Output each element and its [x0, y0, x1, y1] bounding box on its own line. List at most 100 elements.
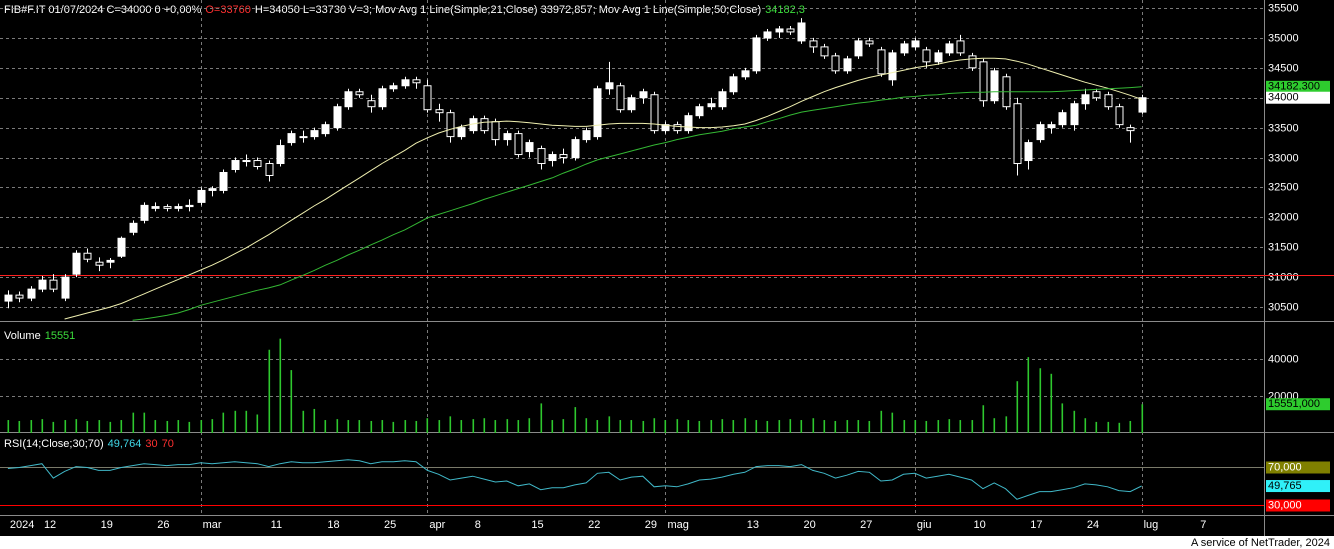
volume-bar [800, 420, 803, 433]
candle-body [1036, 124, 1045, 141]
x-tick-label: mar [203, 519, 222, 531]
candle-body [491, 121, 500, 141]
candle-body [15, 294, 24, 299]
candle-body [934, 52, 943, 63]
candle-body [197, 189, 206, 203]
volume-bar [302, 410, 305, 433]
volume-bar [188, 421, 191, 433]
volume-bar [517, 420, 520, 433]
candle-body [605, 82, 614, 90]
volume-bar [1118, 422, 1121, 433]
volume-bar [415, 420, 418, 433]
volume-bar [1107, 421, 1110, 433]
volume-bar [687, 420, 690, 433]
candle-body [1070, 103, 1079, 126]
header-part: 34182,3 [765, 4, 805, 16]
candle-body [287, 133, 296, 144]
candle-body [140, 204, 149, 221]
x-tick-label: 11 [271, 519, 282, 531]
candle-body [49, 279, 58, 290]
volume-bar [891, 412, 894, 433]
volume-bar [268, 349, 271, 433]
candle-body [321, 124, 330, 135]
x-tick-label: 13 [747, 519, 759, 531]
value-box [1266, 461, 1330, 474]
moving-average [64, 57, 1142, 320]
y-tick-label: 35500 [1268, 2, 1299, 14]
candle-body [877, 49, 886, 75]
candle-body [514, 133, 523, 156]
volume-bar [732, 420, 735, 433]
volume-bar [1050, 373, 1053, 433]
candle-body [831, 55, 840, 72]
candle-body [582, 130, 591, 141]
candle-body [537, 148, 546, 165]
volume-bar [653, 418, 656, 433]
candle-body [729, 76, 738, 93]
value-box-label: 70,000 [1268, 461, 1302, 473]
x-tick-label: 15 [531, 519, 543, 531]
candle-body [185, 204, 194, 208]
y-tick-label: 31500 [1268, 241, 1299, 253]
volume-bar [426, 418, 429, 433]
candle-body [707, 103, 716, 108]
candle-body [809, 40, 818, 48]
volume-bar [971, 420, 974, 433]
candle-body [253, 160, 262, 168]
volume-bar [494, 420, 497, 433]
title-part: 49,764 [108, 438, 142, 450]
volume-bar [143, 412, 146, 433]
volume-bar [460, 420, 463, 433]
volume-bar [1039, 368, 1042, 433]
value-box-label: 34000 [1268, 92, 1299, 104]
volume-bar [290, 370, 293, 433]
candle-body [786, 28, 795, 33]
x-tick-label: 10 [974, 519, 986, 531]
candle-body [378, 88, 387, 108]
x-tick-label: 22 [588, 519, 600, 531]
footer: A service of NetTrader, 2024 [1191, 537, 1330, 549]
candle-body [1081, 94, 1090, 105]
volume-bar [506, 419, 509, 433]
candle-body [1115, 106, 1124, 126]
x-tick-label: 18 [327, 519, 339, 531]
candle-body [684, 115, 693, 132]
candle-body [208, 188, 217, 191]
candle-body [1024, 142, 1033, 162]
volume-bar [846, 420, 849, 433]
candle-body [38, 279, 47, 290]
value-box-label: 49,765 [1268, 480, 1302, 492]
candle-body [219, 171, 228, 191]
volume-bar [619, 420, 622, 433]
volume-bar [982, 405, 985, 433]
volume-bar [438, 420, 441, 433]
x-tick-label: giu [917, 519, 932, 531]
volume-bar [222, 412, 225, 433]
volume-bar [574, 407, 577, 433]
y-tick-label: 32500 [1268, 181, 1299, 193]
volume-bar [880, 410, 883, 433]
candle-body [401, 79, 410, 87]
candle-body [435, 109, 444, 114]
volume-bar [1141, 404, 1144, 433]
value-box [1266, 480, 1330, 493]
volume-bar [834, 420, 837, 433]
panel-title: Volume 15551 [4, 330, 75, 342]
volume-bar [698, 420, 701, 433]
volume-bar [540, 403, 543, 433]
candle-body [990, 70, 999, 102]
candle-body [151, 206, 160, 209]
volume-bar [744, 418, 747, 433]
volume-bar [336, 419, 339, 433]
candle-body [888, 52, 897, 81]
candle-body [650, 94, 659, 132]
candle-body [457, 127, 466, 138]
value-box [1266, 80, 1330, 93]
value-box-label: 34182.300 [1268, 81, 1320, 93]
volume-bar [608, 416, 611, 433]
rsi-line [7, 459, 1142, 500]
volume-bar [177, 420, 180, 433]
candle-body [945, 43, 954, 54]
candle-body [72, 252, 81, 275]
volume-bar [562, 419, 565, 433]
